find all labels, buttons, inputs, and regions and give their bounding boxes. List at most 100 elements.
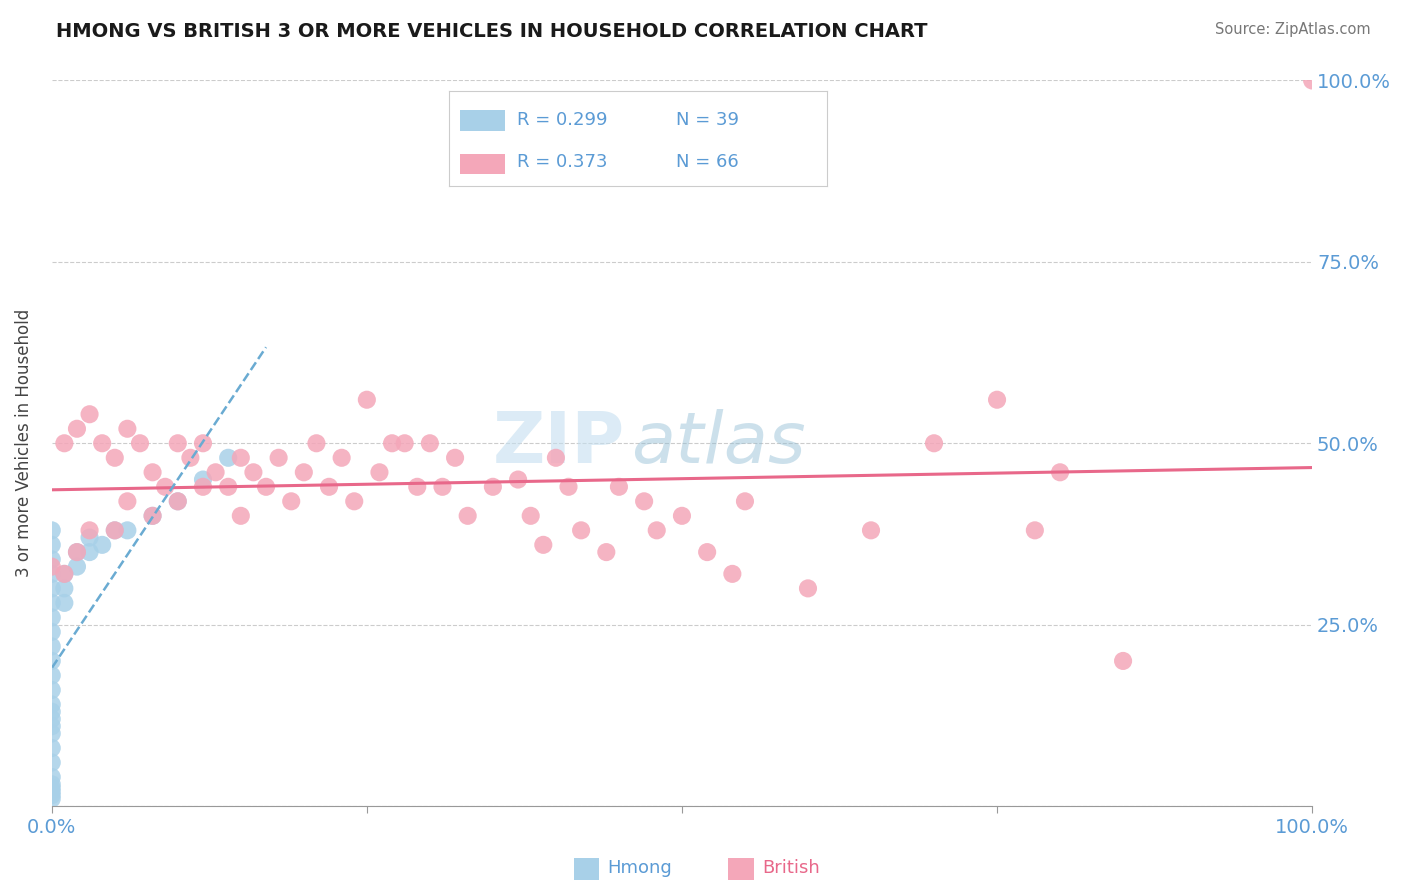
Point bbox=[41, 596, 63, 610]
Point bbox=[482, 480, 505, 494]
Point bbox=[368, 465, 391, 479]
Point bbox=[721, 566, 744, 581]
Point bbox=[569, 524, 592, 538]
Point bbox=[53, 582, 76, 596]
Point bbox=[1112, 654, 1135, 668]
Point bbox=[330, 450, 353, 465]
Point bbox=[41, 668, 63, 682]
Point bbox=[41, 788, 63, 802]
Point bbox=[557, 480, 579, 494]
Point bbox=[41, 624, 63, 639]
Point bbox=[66, 545, 89, 559]
Point bbox=[41, 705, 63, 719]
Point bbox=[79, 407, 101, 421]
Point bbox=[41, 726, 63, 740]
Point bbox=[356, 392, 378, 407]
Point bbox=[41, 640, 63, 654]
Point bbox=[217, 450, 239, 465]
Point bbox=[1024, 524, 1046, 538]
Point bbox=[41, 524, 63, 538]
Point bbox=[53, 596, 76, 610]
Point bbox=[41, 683, 63, 698]
Point bbox=[117, 422, 139, 436]
Point bbox=[104, 450, 127, 465]
Point bbox=[41, 770, 63, 784]
Point bbox=[191, 473, 214, 487]
Text: British: British bbox=[762, 859, 820, 877]
Point bbox=[432, 480, 454, 494]
Point bbox=[217, 480, 239, 494]
Text: atlas: atlas bbox=[631, 409, 806, 478]
Point bbox=[41, 756, 63, 770]
Point bbox=[104, 524, 127, 538]
Point bbox=[66, 559, 89, 574]
Point bbox=[91, 538, 114, 552]
Point bbox=[229, 508, 252, 523]
Point bbox=[129, 436, 152, 450]
Point bbox=[254, 480, 277, 494]
Point bbox=[117, 494, 139, 508]
Point bbox=[267, 450, 290, 465]
Point bbox=[41, 552, 63, 566]
Point bbox=[142, 465, 165, 479]
Point bbox=[381, 436, 404, 450]
Point bbox=[41, 654, 63, 668]
Point bbox=[191, 436, 214, 450]
Point bbox=[79, 545, 101, 559]
Point bbox=[544, 450, 567, 465]
Point bbox=[142, 508, 165, 523]
Point bbox=[41, 784, 63, 798]
Point bbox=[142, 508, 165, 523]
Point bbox=[41, 777, 63, 791]
Point bbox=[166, 494, 188, 508]
Point bbox=[41, 719, 63, 733]
Point bbox=[91, 436, 114, 450]
Point bbox=[117, 524, 139, 538]
Point bbox=[734, 494, 756, 508]
Point bbox=[41, 559, 63, 574]
Point bbox=[41, 712, 63, 726]
Point bbox=[179, 450, 201, 465]
Point bbox=[41, 741, 63, 756]
Point bbox=[166, 494, 188, 508]
Point bbox=[79, 531, 101, 545]
Point bbox=[41, 780, 63, 795]
Point bbox=[66, 545, 89, 559]
Point bbox=[645, 524, 668, 538]
Point bbox=[1301, 73, 1323, 87]
Point bbox=[457, 508, 479, 523]
Point bbox=[595, 545, 617, 559]
Y-axis label: 3 or more Vehicles in Household: 3 or more Vehicles in Household bbox=[15, 310, 32, 577]
Point bbox=[41, 610, 63, 624]
Point bbox=[53, 566, 76, 581]
Point bbox=[41, 538, 63, 552]
Text: Source: ZipAtlas.com: Source: ZipAtlas.com bbox=[1215, 22, 1371, 37]
Point bbox=[242, 465, 264, 479]
Point bbox=[986, 392, 1008, 407]
Point bbox=[633, 494, 655, 508]
Point bbox=[394, 436, 416, 450]
Point bbox=[280, 494, 302, 508]
Point bbox=[53, 436, 76, 450]
Point bbox=[419, 436, 441, 450]
Text: ZIP: ZIP bbox=[494, 409, 626, 478]
Point bbox=[41, 792, 63, 806]
Point bbox=[41, 582, 63, 596]
Text: HMONG VS BRITISH 3 OR MORE VEHICLES IN HOUSEHOLD CORRELATION CHART: HMONG VS BRITISH 3 OR MORE VEHICLES IN H… bbox=[56, 22, 928, 41]
Point bbox=[859, 524, 882, 538]
Point bbox=[53, 566, 76, 581]
Point bbox=[444, 450, 467, 465]
Point bbox=[1049, 465, 1071, 479]
Point bbox=[66, 422, 89, 436]
Point bbox=[191, 480, 214, 494]
Point bbox=[696, 545, 718, 559]
Point bbox=[519, 508, 541, 523]
Point bbox=[79, 524, 101, 538]
Point bbox=[305, 436, 328, 450]
Text: Hmong: Hmong bbox=[607, 859, 672, 877]
Point bbox=[292, 465, 315, 479]
Point bbox=[797, 582, 820, 596]
Point bbox=[531, 538, 554, 552]
Point bbox=[153, 480, 176, 494]
Point bbox=[318, 480, 340, 494]
